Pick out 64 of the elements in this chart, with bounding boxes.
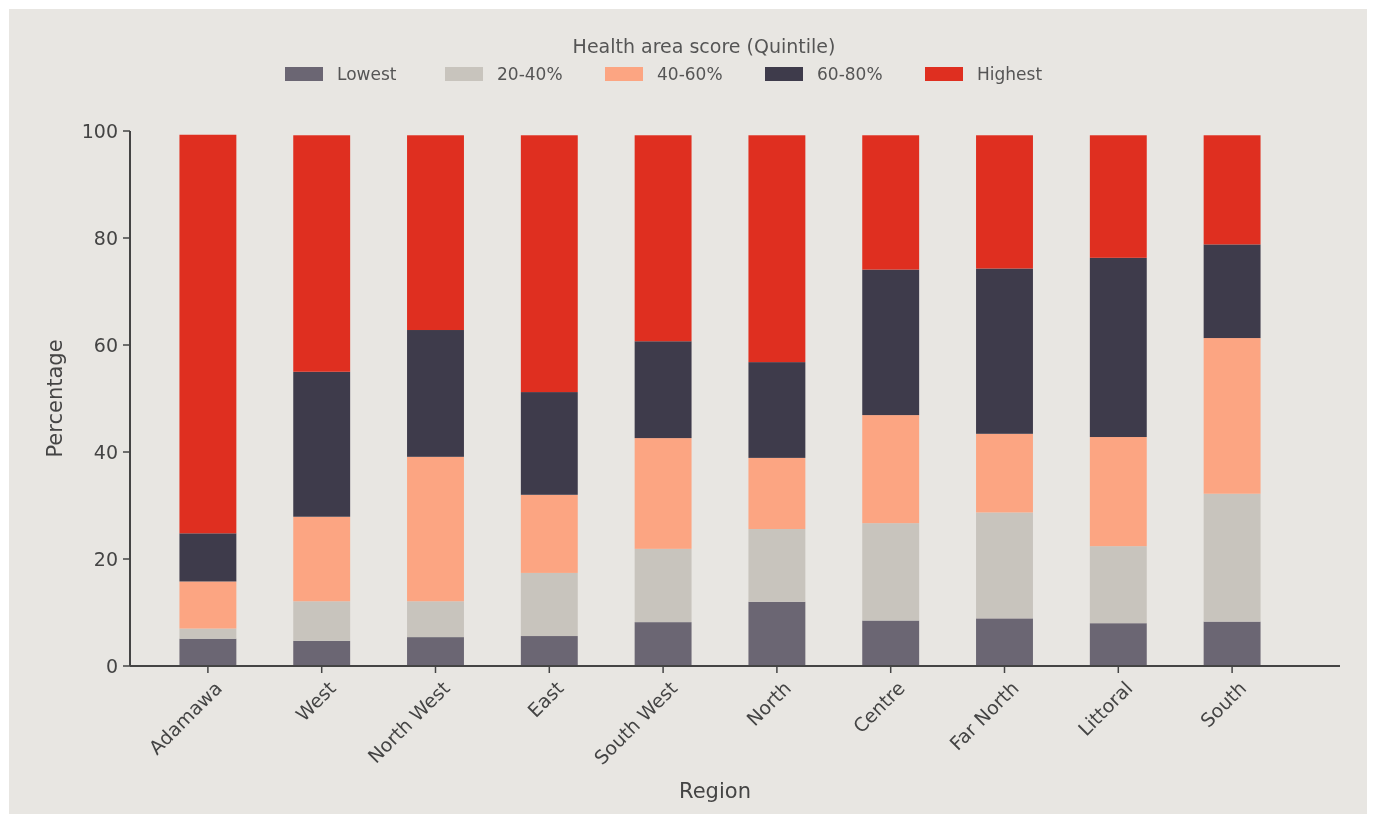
bar [862,135,920,270]
y-axis-title: Percentage [43,339,67,458]
legend-label: 60-80% [817,63,883,84]
y-tick-label: 0 [105,654,118,677]
bar [748,529,806,602]
bar [634,438,692,549]
bar [293,135,351,372]
bar [862,523,920,621]
bar [293,516,351,602]
bar [520,636,578,666]
bar [293,640,351,666]
y-tick-label: 60 [93,333,118,356]
bar [407,330,464,457]
bar [634,548,692,623]
bar [1203,493,1261,622]
bar [179,628,237,639]
legend-label: Lowest [337,63,397,84]
y-tick-label: 20 [93,547,118,570]
y-tick-label: 80 [93,226,118,249]
bar [520,494,578,573]
legend-title: Health area score (Quintile) [572,35,836,57]
bar [862,269,920,416]
bar [520,392,578,495]
bar [748,362,806,458]
bar [748,457,806,530]
bar [862,415,920,524]
bar [179,581,237,629]
bar [179,638,237,666]
bar [407,637,464,666]
bar [634,135,692,342]
bar [1203,244,1261,339]
bar [1089,135,1147,258]
bar [976,512,1033,619]
bar [1089,546,1147,624]
bar [179,533,237,582]
bar [520,135,578,393]
legend-label: Highest [977,63,1043,84]
legend-label: 20-40% [497,63,563,84]
bar [976,433,1033,513]
bar [407,456,464,602]
bar [976,268,1033,434]
bar [976,618,1033,666]
y-tick-label: 40 [93,440,118,463]
bar [407,601,464,638]
bar [1203,135,1261,245]
bar [407,135,464,331]
bar [634,341,692,439]
legend-label: 40-60% [657,63,723,84]
x-axis-title: Region [679,779,751,803]
bar [1089,257,1147,438]
bar [1203,338,1261,494]
bar [520,572,578,637]
bar [748,601,806,666]
bar [748,135,806,363]
bar [862,620,920,666]
bar [1203,621,1261,666]
bar [976,135,1033,269]
bar [1089,623,1147,666]
bar [1089,437,1147,547]
bar [179,134,237,534]
bar [293,601,351,641]
y-tick-label: 100 [81,119,118,142]
bar [293,371,351,517]
bar [634,622,692,666]
